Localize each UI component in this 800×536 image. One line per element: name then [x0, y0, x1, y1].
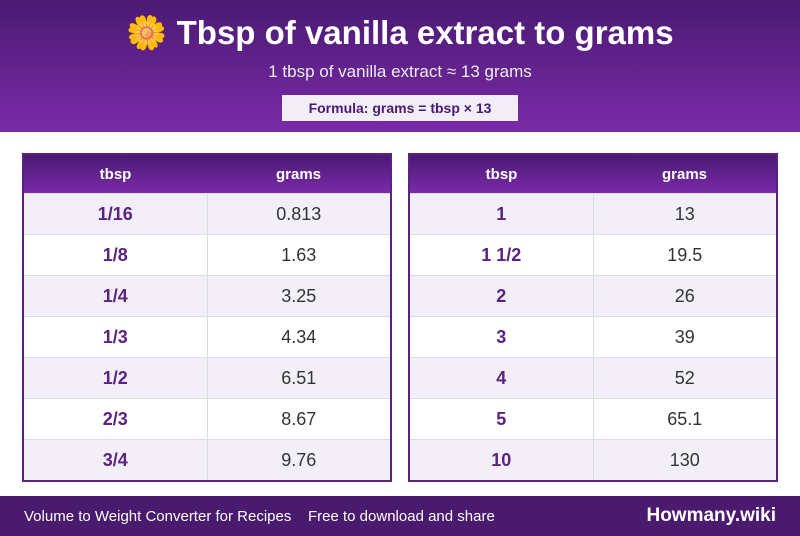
- cell: 10: [410, 440, 594, 480]
- cell: 1/16: [24, 194, 208, 234]
- cell: 8.67: [281, 408, 317, 429]
- table-row: 1/8 1.63: [24, 234, 390, 275]
- table-header: tbsp grams: [24, 155, 390, 193]
- table-row: 3 39: [410, 316, 776, 357]
- table-row: 2/3 8.67: [24, 398, 390, 439]
- cell: 4.34: [281, 326, 317, 347]
- footer: Volume to Weight Converter for Recipes F…: [0, 496, 800, 536]
- title-row: 🌼 Tbsp of vanilla extract to grams: [0, 14, 800, 53]
- cell: 1/3: [24, 317, 208, 357]
- cell: 2/3: [24, 399, 208, 439]
- cell: 2: [410, 276, 594, 316]
- cell: 130: [669, 449, 700, 470]
- table-row: 5 65.1: [410, 398, 776, 439]
- column-header: grams: [275, 165, 322, 183]
- footer-left: Volume to Weight Converter for Recipes: [24, 508, 292, 525]
- cell: 0.813: [276, 203, 322, 224]
- cell: 1 1/2: [410, 235, 594, 275]
- cell: 26: [674, 285, 695, 306]
- cell: 9.76: [281, 449, 317, 470]
- cell: 19.5: [667, 244, 703, 265]
- icon: 🌼: [126, 14, 168, 51]
- cell: 4: [410, 358, 594, 398]
- cell: 3: [410, 317, 594, 357]
- table-row: 2 26: [410, 275, 776, 316]
- cell: 65.1: [667, 408, 703, 429]
- cell: 13: [674, 203, 695, 224]
- cell: 1/8: [24, 235, 208, 275]
- formula: Formula: grams = tbsp × 13: [282, 95, 518, 121]
- cell: 6.51: [281, 367, 317, 388]
- table-body: 1/16 0.813 1/8 1.63 1/4 3.25 1/3 4.34 1/2 6.51 2/3…: [24, 193, 390, 480]
- table-row: 1 13: [410, 193, 776, 234]
- cell: 39: [674, 326, 695, 347]
- table-header: tbsp grams: [410, 155, 776, 193]
- table-row: 1/2 6.51: [24, 357, 390, 398]
- table-row: 1 1/2 19.5: [410, 234, 776, 275]
- cell: 5: [410, 399, 594, 439]
- cell: 1: [410, 194, 594, 234]
- table-row: 4 52: [410, 357, 776, 398]
- header: 🌼 Tbsp of vanilla extract to grams 1 tbs…: [0, 0, 800, 132]
- cell: 52: [674, 367, 695, 388]
- cell: 1/4: [24, 276, 208, 316]
- table-row: 1/3 4.34: [24, 316, 390, 357]
- table: tbsp grams 1 13 1 1/2 19.5 2 26 3 39 4 52 5 65.1 10 130: [408, 153, 778, 482]
- table-row: 1/16 0.813: [24, 193, 390, 234]
- table: tbsp grams 1/16 0.813 1/8 1.63 1/4 3.25 1/3 4.34 1…: [22, 153, 392, 482]
- cell: 1.63: [281, 244, 317, 265]
- brand: Howmany.wiki: [646, 505, 776, 526]
- cell: 3/4: [24, 440, 208, 480]
- column-header: grams: [661, 165, 708, 183]
- table-body: 1 13 1 1/2 19.5 2 26 3 39 4 52 5 65.1 10 130: [410, 193, 776, 480]
- footer-middle: Free to download and share: [308, 508, 495, 525]
- cell: 1/2: [24, 358, 208, 398]
- column-header: tbsp: [99, 165, 132, 183]
- table-row: 1/4 3.25: [24, 275, 390, 316]
- subtitle: 1 tbsp of vanilla extract ≈ 13 grams: [268, 62, 532, 81]
- cell: 3.25: [281, 285, 317, 306]
- column-header: tbsp: [485, 165, 518, 183]
- table-row: 3/4 9.76: [24, 439, 390, 480]
- table-row: 10 130: [410, 439, 776, 480]
- title: Tbsp of vanilla extract to grams: [176, 14, 674, 51]
